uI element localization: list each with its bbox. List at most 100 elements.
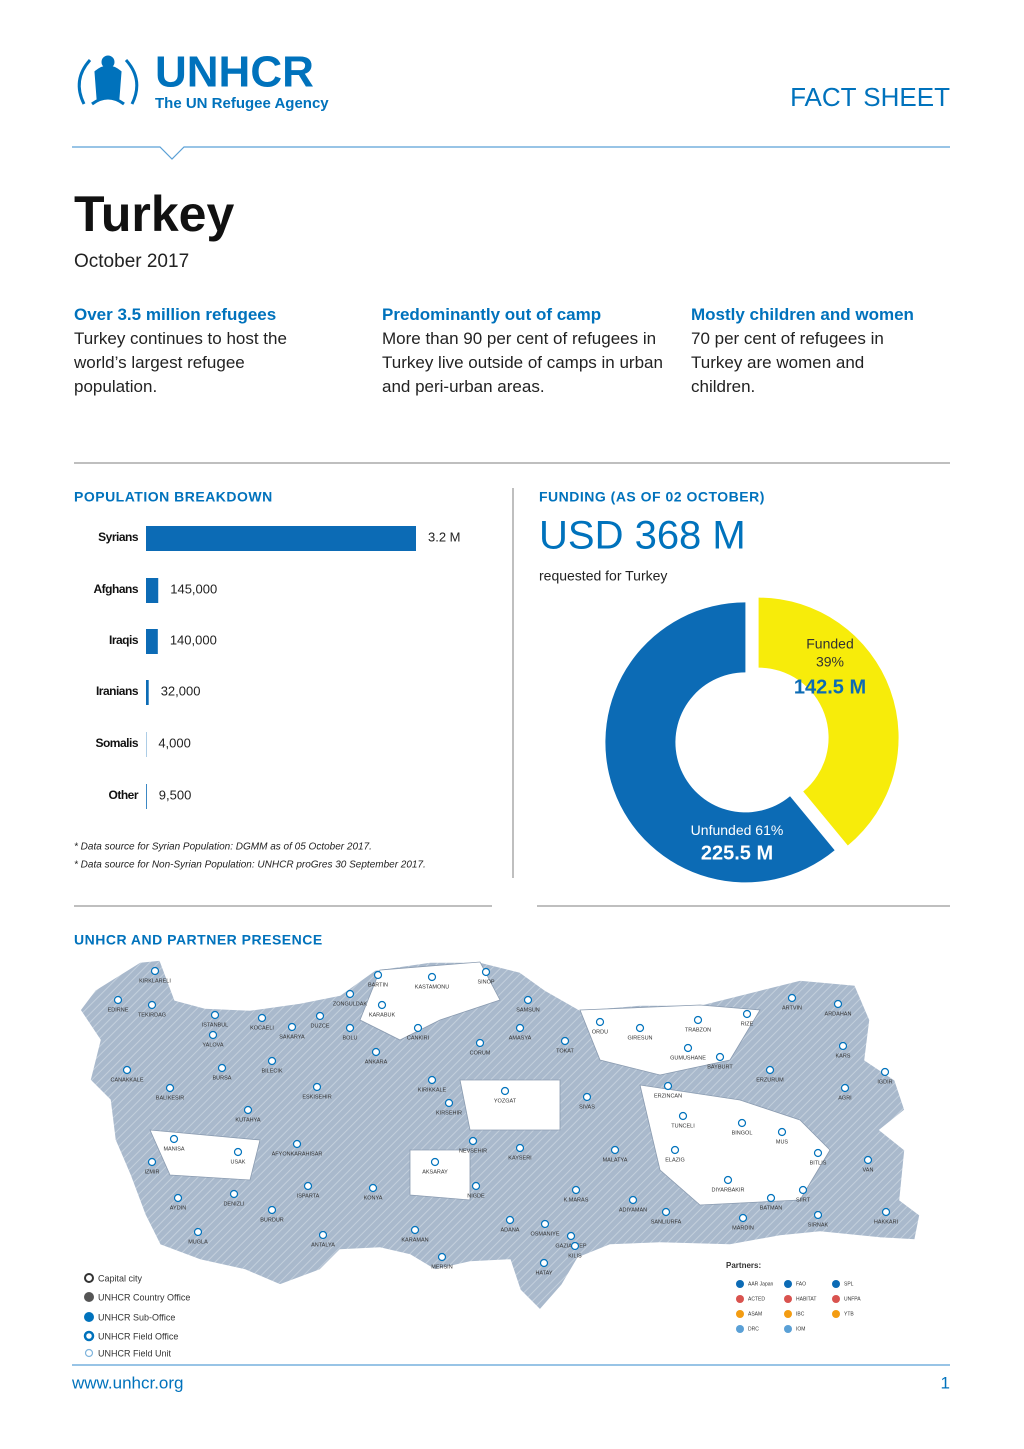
province-area xyxy=(579,1004,761,1076)
value-label: 32,000 xyxy=(161,683,201,698)
province-label: USAK xyxy=(231,1159,246,1165)
office-icon xyxy=(663,1081,673,1091)
office-icon xyxy=(539,1258,549,1268)
province-area xyxy=(359,961,501,1041)
bar xyxy=(146,629,158,654)
value-label: 3.2 M xyxy=(428,529,461,544)
segment-name: Funded xyxy=(806,636,853,652)
office-icon xyxy=(777,1127,787,1137)
partner-label: ASAM xyxy=(748,1311,762,1317)
province-label: ORDU xyxy=(592,1029,608,1035)
province-label: ERZINCAN xyxy=(654,1093,682,1099)
office-icon xyxy=(243,1105,253,1115)
office-icon xyxy=(233,1147,243,1157)
section-title: FUNDING (AS OF 02 OCTOBER) xyxy=(539,489,765,505)
highlight: Over 3.5 million refugees Turkey continu… xyxy=(74,305,329,399)
office-icon xyxy=(560,1036,570,1046)
province-label: MALATYA xyxy=(603,1157,628,1163)
office-icon xyxy=(863,1155,873,1165)
note: * Data source for Syrian Population: DGM… xyxy=(74,842,372,853)
legend-label: UNHCR Field Unit xyxy=(98,1348,172,1358)
office-icon xyxy=(217,1063,227,1073)
office-icon xyxy=(193,1227,203,1237)
office-icon xyxy=(468,1136,478,1146)
province-label: KASTAMONU xyxy=(415,984,449,990)
province-label: AMASYA xyxy=(509,1035,532,1041)
value-label: 145,000 xyxy=(170,581,217,596)
category-label: Iraqis xyxy=(109,633,139,647)
office-icon xyxy=(683,1043,693,1053)
funding-total: USD 368 M xyxy=(539,514,746,558)
office-icon xyxy=(427,972,437,982)
header-rule xyxy=(72,146,950,160)
province-label: ERZURUM xyxy=(756,1077,784,1083)
province-label: KARABUK xyxy=(369,1012,396,1018)
office-icon xyxy=(475,1038,485,1048)
province-label: SAKARYA xyxy=(279,1034,305,1040)
office-icon xyxy=(840,1083,850,1093)
province-label: BILECIK xyxy=(261,1068,282,1074)
segment-amount: 142.5 M xyxy=(794,676,866,698)
partner-icon xyxy=(736,1280,744,1288)
office-icon xyxy=(303,1181,313,1191)
office-icon xyxy=(318,1230,328,1240)
office-icon xyxy=(738,1213,748,1223)
office-icon xyxy=(595,1017,605,1027)
bar xyxy=(146,784,147,809)
province-label: KARAMAN xyxy=(401,1237,428,1243)
partner-icon xyxy=(832,1295,840,1303)
province-label: CORUM xyxy=(470,1050,491,1056)
office-icon xyxy=(693,1015,703,1025)
office-icon xyxy=(540,1219,550,1229)
office-icon xyxy=(570,1241,580,1251)
office-icon xyxy=(515,1143,525,1153)
office-icon xyxy=(635,1023,645,1033)
highlight-heading: Predominantly out of camp xyxy=(382,305,602,324)
category-label: Syrians xyxy=(98,530,139,544)
province-label: ESKISEHIR xyxy=(302,1094,331,1100)
province-label: SIRNAK xyxy=(808,1222,829,1228)
map: KIRKLARELI EDIRNE TEKIRDAG ISTANBUL KOCAELI Y… xyxy=(79,959,921,1312)
partner-label: IOM xyxy=(796,1326,805,1332)
province-label: ANTALYA xyxy=(311,1242,335,1248)
office-icon xyxy=(210,1010,220,1020)
province-label: SIVAS xyxy=(579,1104,595,1110)
segment-percent: 39% xyxy=(816,654,844,670)
province-label: ADIYAMAN xyxy=(619,1207,647,1213)
office-icon xyxy=(881,1207,891,1217)
office-icon xyxy=(315,1011,325,1021)
province-label: RIZE xyxy=(741,1021,754,1027)
office-icon xyxy=(267,1056,277,1066)
province-label: SANLIURFA xyxy=(651,1219,682,1225)
province-label: IZMIR xyxy=(145,1169,160,1175)
note: * Data source for Non-Syrian Population:… xyxy=(74,860,426,871)
province-label: MARDIN xyxy=(732,1225,754,1231)
office-icon xyxy=(147,1000,157,1010)
bar xyxy=(146,578,159,603)
office-icon xyxy=(523,995,533,1005)
office-icon xyxy=(715,1052,725,1062)
highlight: Mostly children and women 70 per cent of… xyxy=(691,305,931,399)
segment-name: Unfunded xyxy=(691,822,752,838)
province-label: MUGLA xyxy=(188,1239,208,1245)
partner-icon xyxy=(784,1310,792,1318)
partner-icon xyxy=(832,1310,840,1318)
office-icon xyxy=(413,1023,423,1033)
office-icon xyxy=(610,1145,620,1155)
office-icon xyxy=(427,1075,437,1085)
province-label: MUS xyxy=(776,1139,789,1145)
province-label: ARTVIN xyxy=(782,1005,802,1011)
province-label: AFYONKARAHISAR xyxy=(272,1151,323,1157)
office-icon xyxy=(113,995,123,1005)
partners-title: Partners: xyxy=(726,1261,761,1270)
office-icon xyxy=(813,1210,823,1220)
office-icon xyxy=(742,1009,752,1019)
office-icon xyxy=(515,1023,525,1033)
office-icon xyxy=(571,1185,581,1195)
province-area xyxy=(409,1149,471,1201)
province-label: VAN xyxy=(863,1167,874,1173)
province-label: GUMUSHANE xyxy=(670,1055,706,1061)
province-label: ELAZIG xyxy=(665,1157,685,1163)
date: October 2017 xyxy=(74,251,189,272)
province-label: BURDUR xyxy=(260,1217,284,1223)
